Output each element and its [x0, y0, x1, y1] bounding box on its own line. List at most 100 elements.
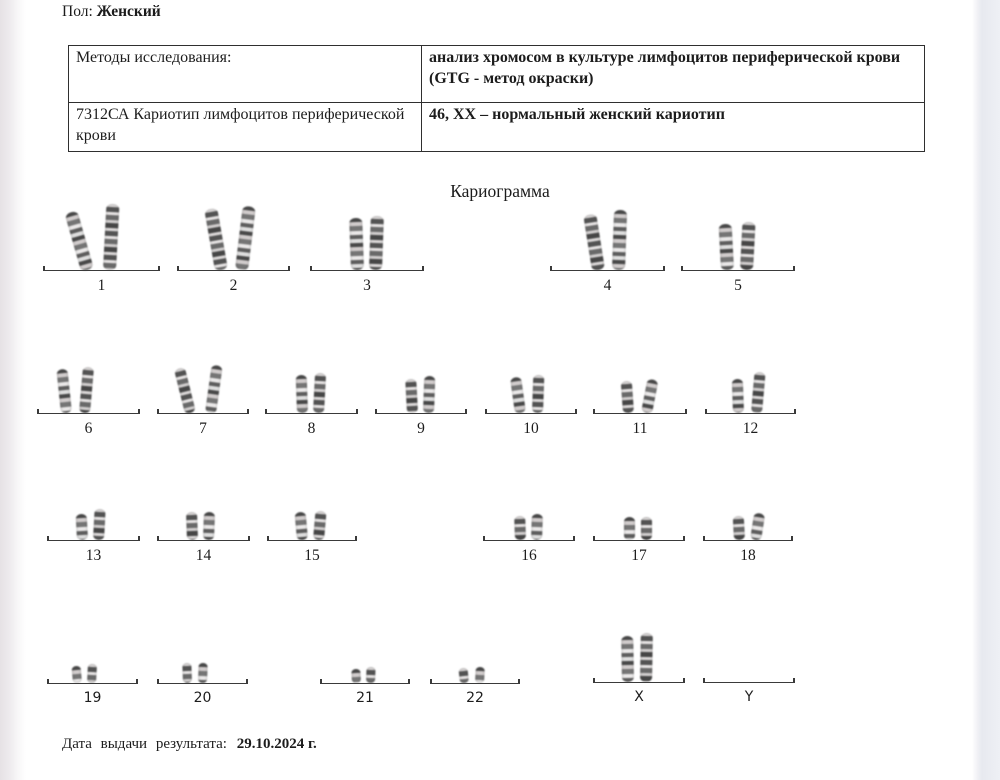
karyotype-value-cell: 46, XX – нормальный женский кариотип [421, 102, 925, 152]
page-right-edge-band [972, 0, 1000, 780]
chromosome-label: 14 [195, 547, 212, 564]
chromosome-label: Y [744, 689, 754, 705]
methods-table: Методы исследования: анализ хромосом в к… [68, 45, 925, 152]
chromosome-image [71, 665, 82, 684]
chromosome-baseline [681, 266, 795, 271]
chromosome-image [612, 209, 628, 271]
chromosome-label: 1 [97, 277, 106, 294]
chromosome-image [731, 378, 744, 414]
chromosome-image [205, 364, 223, 414]
chromosome-baseline [703, 536, 793, 541]
chromosome-baseline [320, 679, 410, 684]
chromosome-image [351, 668, 361, 684]
chromosome-pair-image [310, 190, 424, 271]
chromosome-label: X [634, 689, 644, 705]
chromosome-image [510, 376, 526, 414]
chromosome-label: 9 [417, 420, 425, 437]
chromosome-label: 7 [199, 420, 207, 437]
chromosome-baseline [267, 536, 357, 541]
chromosome-label: 10 [523, 420, 539, 437]
table-row-methods: Методы исследования: анализ хромосом в к… [68, 45, 925, 103]
chromosome-image [103, 203, 120, 271]
methods-name-cell: Методы исследования: [68, 45, 422, 103]
chromosome-pair-image [157, 333, 249, 415]
chromosome-pair-image [550, 190, 665, 272]
chromosome-image [732, 515, 745, 541]
chromosome-image [235, 205, 256, 271]
chromosome-pair-image [177, 190, 290, 272]
chromosome-label: 15 [304, 547, 320, 564]
issue-date-label: Дата выдачи результата: [62, 736, 227, 752]
chromosome-image [620, 380, 634, 414]
chromosome-baseline [703, 678, 795, 683]
chromosome-image [750, 512, 766, 541]
chromosome-pair-image [43, 190, 160, 272]
chromosome-image [204, 207, 228, 272]
chromosome-pair-image [593, 333, 687, 415]
chromosome-pair-image [375, 333, 467, 414]
karyotype-name-cell: 7312СА Кариотип лимфоцитов периферическо… [68, 102, 422, 152]
chromosome-image [174, 367, 196, 415]
chromosome-pair-image [593, 460, 685, 540]
chromosome-image [405, 378, 418, 414]
chromosome-image [624, 517, 635, 540]
karyogram-title: Кариограмма [450, 181, 550, 201]
chromosome-image [369, 215, 384, 271]
chromosome-baseline [550, 266, 665, 271]
chromosome-baseline [47, 679, 138, 684]
chromosome-image [751, 371, 766, 414]
chromosome-baseline [593, 536, 685, 541]
chromosome-baseline [157, 679, 248, 684]
chromosome-image [75, 513, 88, 541]
chromosome-label: 5 [734, 277, 742, 294]
chromosome-pair-image [157, 460, 250, 541]
chromosome-baseline [430, 679, 520, 684]
chromosome-label: 21 [356, 690, 374, 706]
chromosome-label: 4 [603, 277, 612, 294]
chromosome-pair-image [593, 602, 685, 683]
chromosome-baseline [593, 678, 685, 683]
chromosome-image [641, 378, 659, 415]
chromosome-image [458, 667, 469, 684]
chromosome-label: 12 [742, 420, 759, 437]
chromosome-label: 13 [85, 547, 102, 564]
chromosome-image [366, 666, 376, 684]
issue-date-value: 29.10.2024 г. [236, 736, 317, 752]
chromosome-pair-image [37, 333, 140, 414]
chromosome-image [423, 375, 436, 414]
chromosome-image [641, 517, 652, 540]
chromosome-image [294, 511, 308, 541]
chromosome-image [514, 515, 526, 541]
chromosome-pair-image [265, 333, 358, 414]
chromosome-label: 11 [632, 420, 648, 437]
sex-label: Пол: [62, 3, 93, 20]
chromosome-image [198, 662, 208, 684]
chromosome-baseline [485, 409, 577, 414]
chromosome-image [93, 508, 106, 541]
chromosome-pair-image [483, 460, 575, 541]
chromosome-baseline [375, 409, 467, 414]
chromosome-label: 20 [193, 690, 212, 706]
chromosome-baseline [157, 536, 250, 541]
chromosome-image [621, 635, 634, 683]
chromosome-image [182, 662, 192, 684]
chromosome-baseline [705, 409, 796, 414]
issue-date-line: Дата выдачи результата: 29.10.2024 г. [62, 736, 317, 753]
chromosome-pair-image-empty [703, 602, 795, 682]
chromosome-label: 18 [740, 547, 756, 564]
chromosome-image [640, 632, 653, 683]
chromosome-baseline [310, 266, 424, 271]
chromosome-pair-image [47, 460, 140, 541]
page-left-edge-shadow [0, 0, 26, 780]
chromosome-label: 19 [83, 690, 102, 706]
chromosome-image [203, 511, 215, 541]
chromosome-pair-image [681, 190, 795, 271]
chromosome-image [313, 510, 327, 541]
chromosome-baseline [265, 409, 358, 414]
chromosome-baseline [483, 536, 575, 541]
chromosome-pair-image [705, 333, 796, 414]
chromosome-image [475, 666, 485, 684]
chromosome-baseline [157, 409, 249, 414]
chromosome-image [532, 374, 545, 414]
